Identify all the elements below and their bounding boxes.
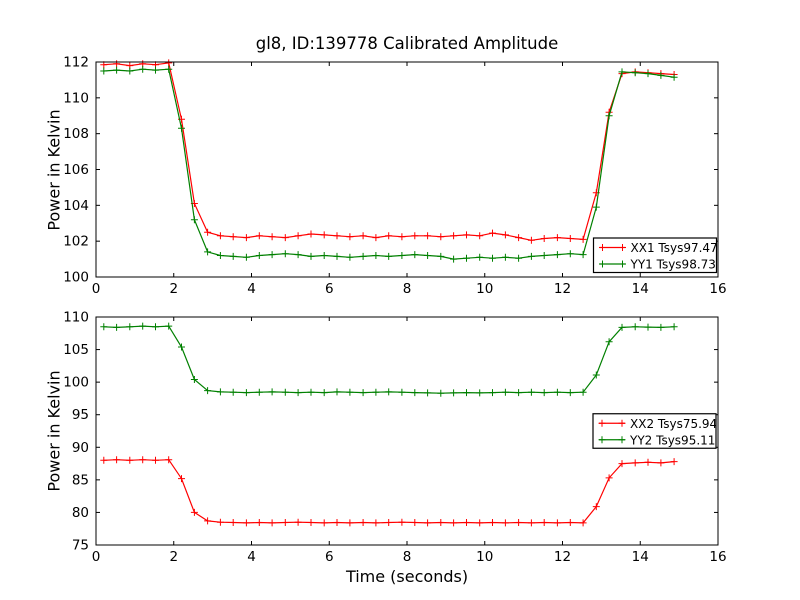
y-tick-label: 105	[63, 342, 89, 358]
x-tick-label: 10	[476, 549, 493, 565]
y-tick-label: 102	[63, 234, 89, 250]
subplot-1: 0 2 4 6 8 10 12 14 16 100 102 104 106 108 110 112 XX1 Ts…	[63, 55, 726, 298]
legend-sample-markers	[599, 244, 626, 251]
y-tick-label: 80	[72, 505, 89, 521]
x-tick-label: 2	[169, 549, 178, 565]
y-tick-label: 112	[63, 55, 89, 71]
x-tick-label: 0	[92, 281, 101, 297]
y-tick-label: 85	[72, 472, 89, 488]
y-axis-label-top: Power in Kelvin	[44, 109, 64, 231]
series-line-xx1	[103, 62, 675, 241]
x-tick-label: 12	[554, 281, 571, 297]
legend-label: XX1 Tsys97.47	[631, 241, 718, 255]
series-line-xx2	[103, 459, 675, 524]
legend-label: YY1 Tsys98.73	[630, 258, 716, 272]
series-line-yy1	[103, 68, 675, 260]
x-tick-label: 6	[325, 281, 334, 297]
subplot-2: 0 2 4 6 8 10 12 14 16 75 80 85 90 95 100 105 110 XX2 Tsys…	[63, 310, 726, 566]
x-tick-label: 8	[403, 549, 412, 565]
legend-sample-markers	[599, 260, 626, 268]
y-tick-label: 106	[63, 162, 89, 178]
series-markers-yy1	[100, 65, 678, 263]
y-tick-label: 95	[72, 407, 89, 423]
chart-title: gl8, ID:139778 Calibrated Amplitude	[255, 34, 559, 53]
y-tick-label: 108	[63, 126, 89, 142]
legend-label: YY2 Tsys95.11	[629, 433, 715, 447]
x-tick-label: 16	[709, 549, 726, 565]
x-tick-label: 14	[632, 281, 649, 297]
legend-box	[592, 237, 718, 274]
x-tick-label: 12	[554, 549, 571, 565]
x-tick-label: 0	[92, 549, 101, 565]
y-tick-label: 75	[72, 538, 89, 554]
series-line-yy2	[103, 325, 675, 394]
x-tick-label: 4	[247, 549, 256, 565]
x-tick-label: 10	[476, 281, 493, 297]
y-tick-label: 100	[63, 270, 89, 286]
legend-sample-markers	[598, 419, 626, 427]
series-markers-xx2	[100, 456, 678, 527]
y-tick-label: 110	[63, 310, 89, 326]
y-axis-label-bottom: Power in Kelvin	[44, 370, 64, 492]
x-tick-label: 14	[632, 549, 649, 565]
x-tick-label: 2	[169, 281, 178, 297]
y-tick-label: 104	[63, 198, 89, 214]
x-tick-label: 4	[247, 281, 256, 297]
legend-label: XX2 Tsys75.94	[630, 417, 717, 431]
x-tick-label: 8	[403, 281, 412, 297]
legend-sample-markers	[598, 436, 626, 444]
y-tick-label: 100	[63, 375, 89, 391]
y-tick-label: 90	[72, 440, 89, 456]
x-tick-label: 6	[325, 549, 334, 565]
series-markers-yy2	[100, 322, 678, 397]
y-tick-label: 110	[63, 90, 89, 106]
legend-box	[592, 413, 717, 449]
x-tick-label: 16	[709, 281, 726, 297]
x-axis-label: Time (seconds)	[345, 567, 469, 586]
